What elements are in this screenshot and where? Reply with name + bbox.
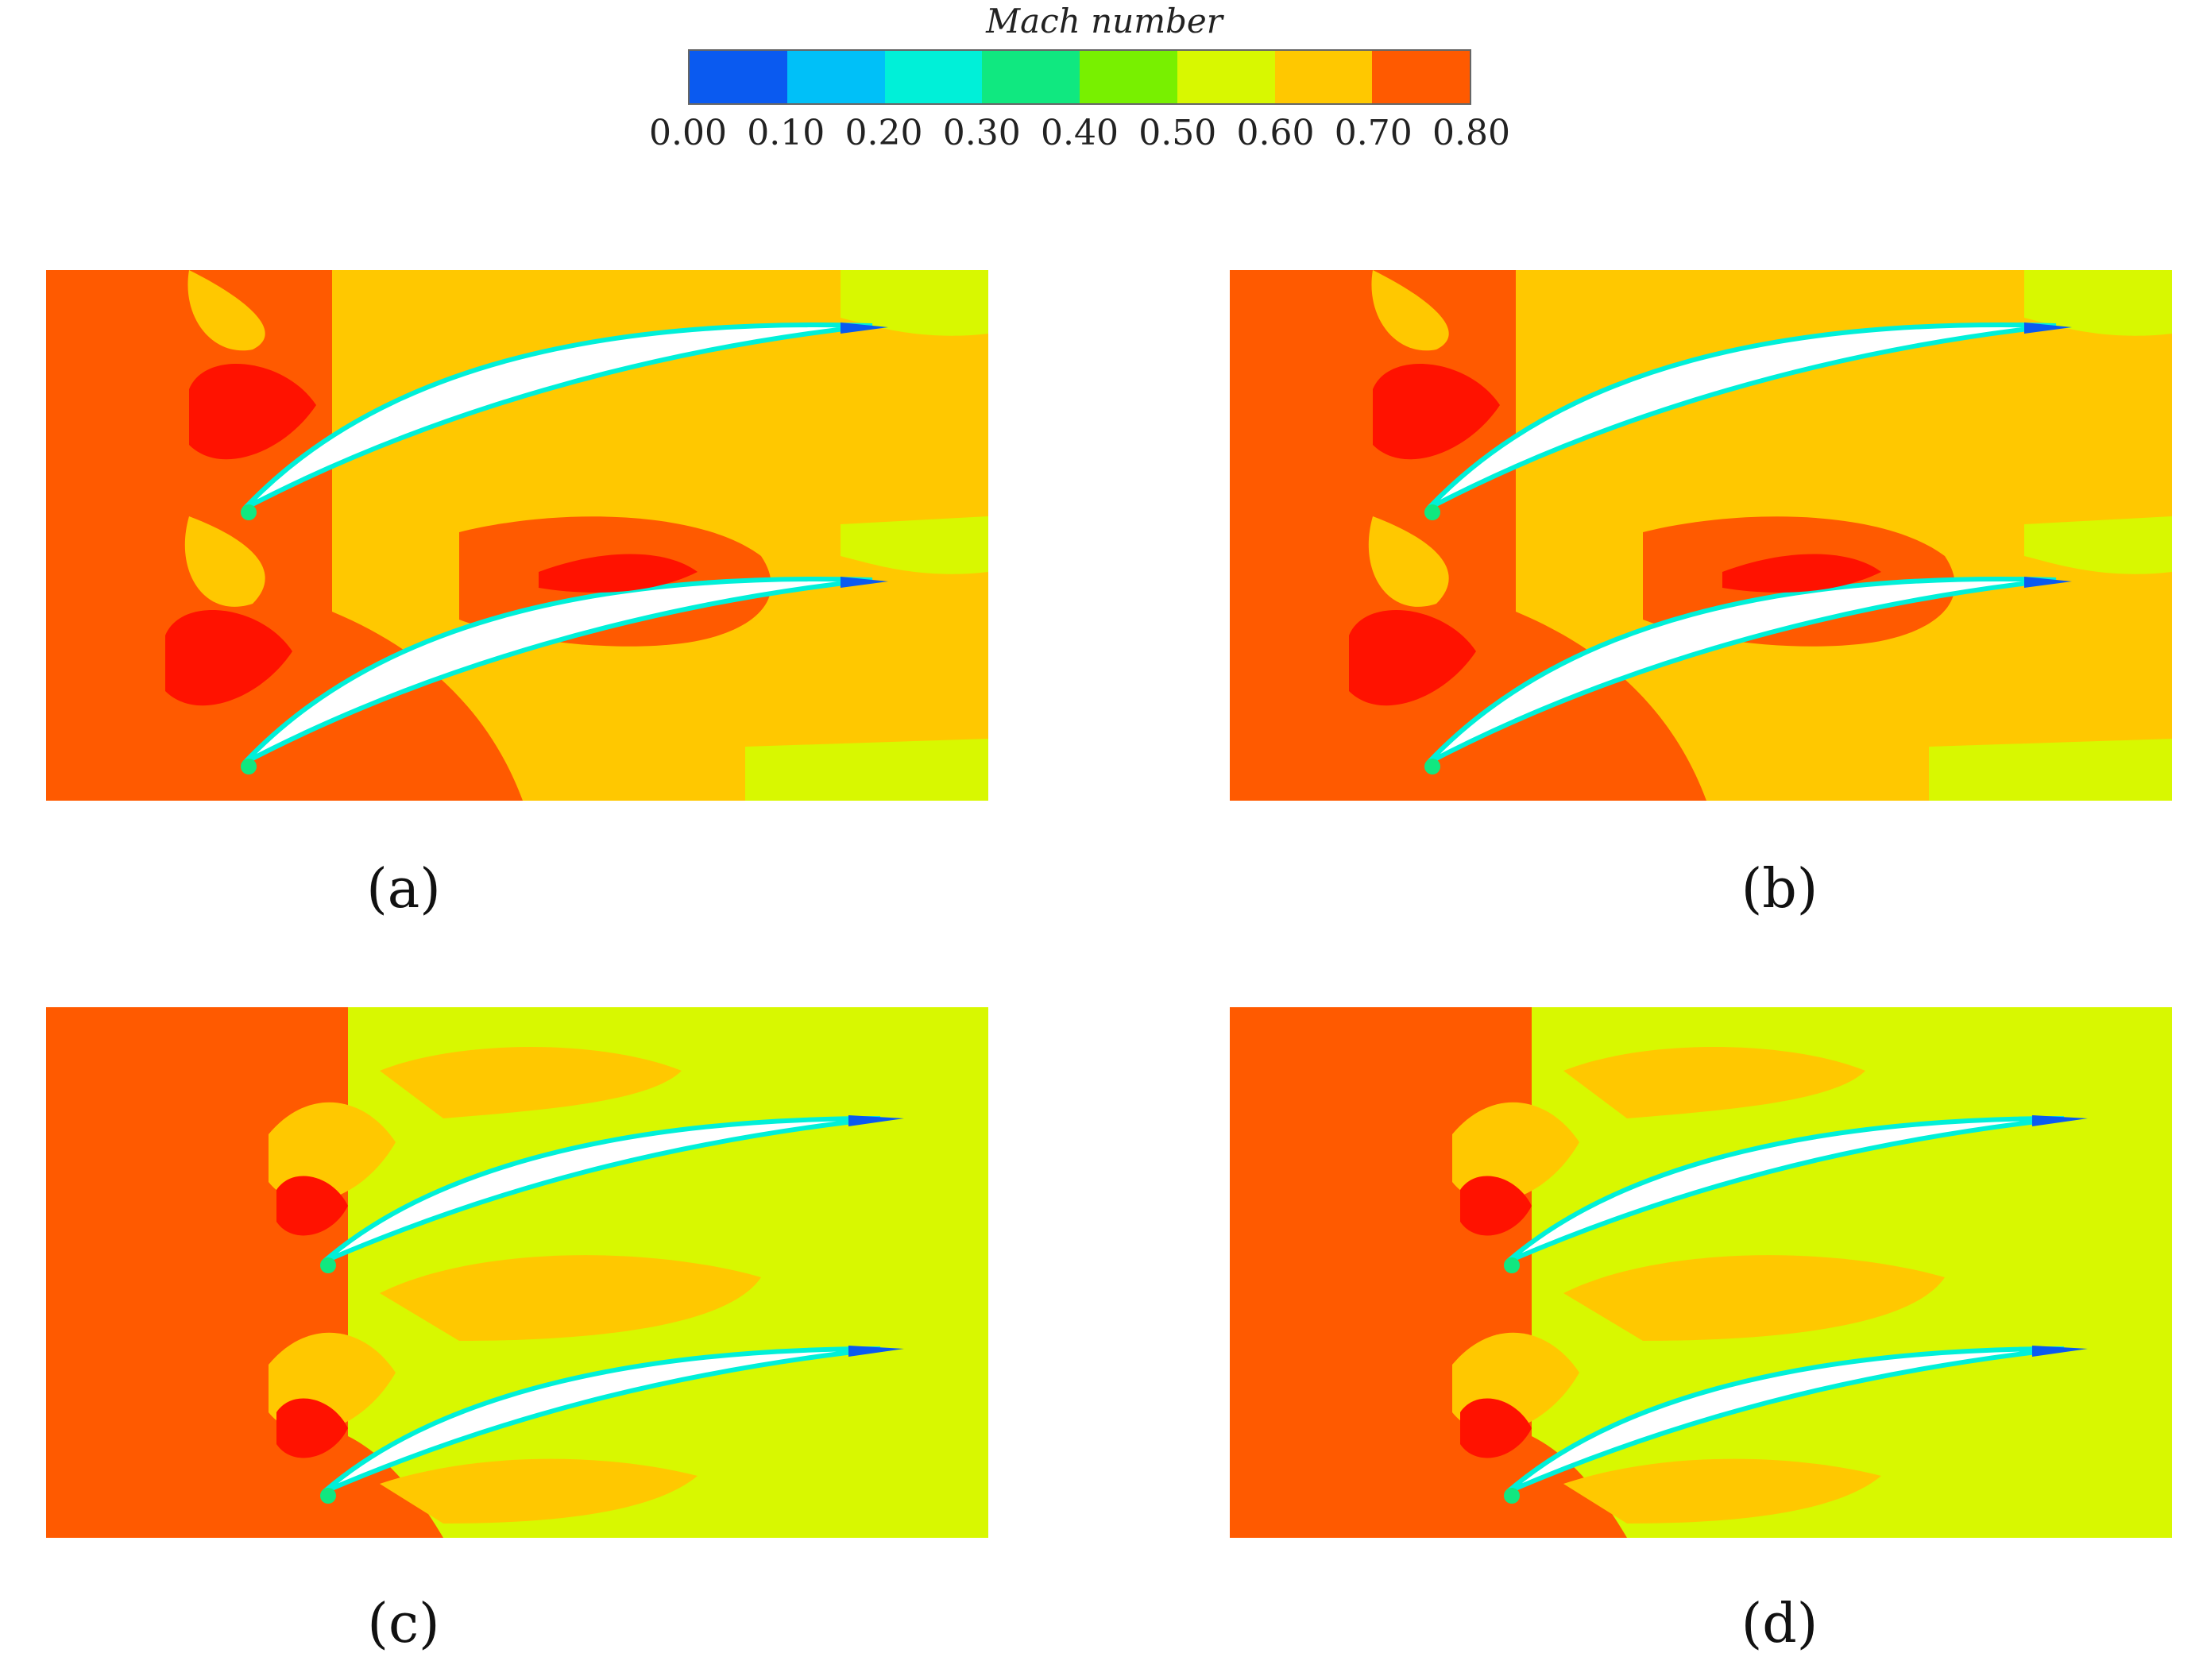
colorbar-tick-label: 0.10	[747, 113, 825, 153]
panel-label-d: (d)	[1741, 1593, 1818, 1655]
colorbar-tick-label: 0.40	[1041, 113, 1119, 153]
flow-field-panel-d	[1230, 1007, 2172, 1538]
panel-label-a: (a)	[366, 858, 441, 921]
flow-field-panel-a	[46, 270, 988, 801]
colorbar-tick-label: 0.30	[942, 113, 1021, 153]
colorbar-swatch	[1080, 51, 1177, 103]
colorbar-tick-label: 0.50	[1138, 113, 1217, 153]
colorbar-tick-label: 0.70	[1334, 113, 1413, 153]
colorbar-tick-label: 0.60	[1236, 113, 1315, 153]
panel-label-c: (c)	[367, 1593, 440, 1655]
colorbar-swatch	[1274, 51, 1373, 103]
flow-field-panel-c	[46, 1007, 988, 1538]
colorbar-swatch	[690, 51, 787, 103]
colorbar-swatch	[1177, 51, 1275, 103]
mach-colorbar	[688, 49, 1471, 105]
colorbar-tick-label: 0.00	[649, 113, 727, 153]
colorbar-swatch	[884, 51, 983, 103]
colorbar-swatch	[1372, 51, 1470, 103]
colorbar-title: Mach number	[986, 2, 1223, 41]
panel-label-b: (b)	[1741, 858, 1818, 921]
colorbar-swatch	[982, 51, 1080, 103]
colorbar-tick-label: 0.80	[1432, 113, 1510, 153]
colorbar-swatch	[786, 51, 885, 103]
flow-field-panel-b	[1230, 270, 2172, 801]
colorbar-tick-label: 0.20	[844, 113, 923, 153]
